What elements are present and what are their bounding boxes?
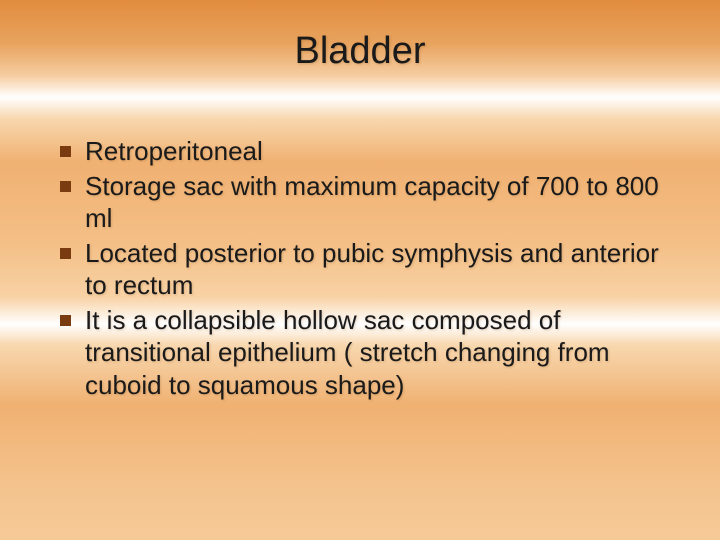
- bullet-text: Retroperitoneal: [85, 135, 670, 168]
- square-bullet-icon: [60, 181, 71, 192]
- square-bullet-icon: [60, 315, 71, 326]
- bullet-text: It is a collapsible hollow sac composed …: [85, 304, 670, 402]
- bullet-text: Storage sac with maximum capacity of 700…: [85, 170, 670, 235]
- slide: Bladder Retroperitoneal Storage sac with…: [0, 0, 720, 540]
- slide-title: Bladder: [0, 30, 720, 73]
- list-item: It is a collapsible hollow sac composed …: [60, 304, 670, 402]
- list-item: Storage sac with maximum capacity of 700…: [60, 170, 670, 235]
- square-bullet-icon: [60, 248, 71, 259]
- list-item: Located posterior to pubic symphysis and…: [60, 237, 670, 302]
- slide-body: Retroperitoneal Storage sac with maximum…: [60, 135, 670, 403]
- bullet-text: Located posterior to pubic symphysis and…: [85, 237, 670, 302]
- list-item: Retroperitoneal: [60, 135, 670, 168]
- square-bullet-icon: [60, 146, 71, 157]
